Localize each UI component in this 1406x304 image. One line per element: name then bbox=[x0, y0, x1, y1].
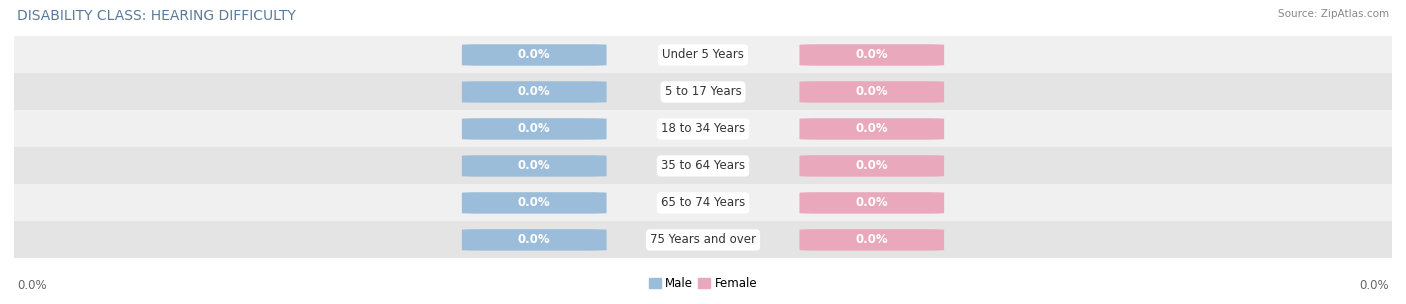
Text: 18 to 34 Years: 18 to 34 Years bbox=[661, 123, 745, 136]
Text: 0.0%: 0.0% bbox=[517, 85, 551, 98]
FancyBboxPatch shape bbox=[800, 229, 945, 250]
Bar bbox=[14, 185, 1392, 221]
Text: 0.0%: 0.0% bbox=[17, 279, 46, 292]
Text: 5 to 17 Years: 5 to 17 Years bbox=[665, 85, 741, 98]
Text: 75 Years and over: 75 Years and over bbox=[650, 233, 756, 247]
FancyBboxPatch shape bbox=[800, 44, 945, 66]
Text: 0.0%: 0.0% bbox=[517, 123, 551, 136]
Bar bbox=[14, 147, 1392, 185]
FancyBboxPatch shape bbox=[800, 155, 945, 177]
Text: 0.0%: 0.0% bbox=[855, 123, 889, 136]
FancyBboxPatch shape bbox=[461, 81, 606, 103]
Text: 0.0%: 0.0% bbox=[517, 196, 551, 209]
Text: Under 5 Years: Under 5 Years bbox=[662, 48, 744, 61]
Text: 0.0%: 0.0% bbox=[517, 233, 551, 247]
Text: 0.0%: 0.0% bbox=[855, 48, 889, 61]
Text: 0.0%: 0.0% bbox=[855, 196, 889, 209]
Legend: Male, Female: Male, Female bbox=[644, 273, 762, 295]
Bar bbox=[14, 36, 1392, 74]
FancyBboxPatch shape bbox=[800, 118, 945, 140]
Text: 35 to 64 Years: 35 to 64 Years bbox=[661, 159, 745, 172]
Bar bbox=[14, 74, 1392, 110]
Bar bbox=[14, 110, 1392, 147]
FancyBboxPatch shape bbox=[800, 192, 945, 214]
FancyBboxPatch shape bbox=[800, 81, 945, 103]
FancyBboxPatch shape bbox=[461, 118, 606, 140]
Text: 0.0%: 0.0% bbox=[855, 85, 889, 98]
Text: 0.0%: 0.0% bbox=[855, 159, 889, 172]
Bar bbox=[14, 221, 1392, 258]
Text: 0.0%: 0.0% bbox=[517, 48, 551, 61]
FancyBboxPatch shape bbox=[461, 192, 606, 214]
FancyBboxPatch shape bbox=[461, 229, 606, 250]
Text: 65 to 74 Years: 65 to 74 Years bbox=[661, 196, 745, 209]
Text: 0.0%: 0.0% bbox=[855, 233, 889, 247]
Text: Source: ZipAtlas.com: Source: ZipAtlas.com bbox=[1278, 9, 1389, 19]
Text: 0.0%: 0.0% bbox=[517, 159, 551, 172]
Text: 0.0%: 0.0% bbox=[1360, 279, 1389, 292]
Text: DISABILITY CLASS: HEARING DIFFICULTY: DISABILITY CLASS: HEARING DIFFICULTY bbox=[17, 9, 295, 23]
FancyBboxPatch shape bbox=[461, 155, 606, 177]
FancyBboxPatch shape bbox=[461, 44, 606, 66]
